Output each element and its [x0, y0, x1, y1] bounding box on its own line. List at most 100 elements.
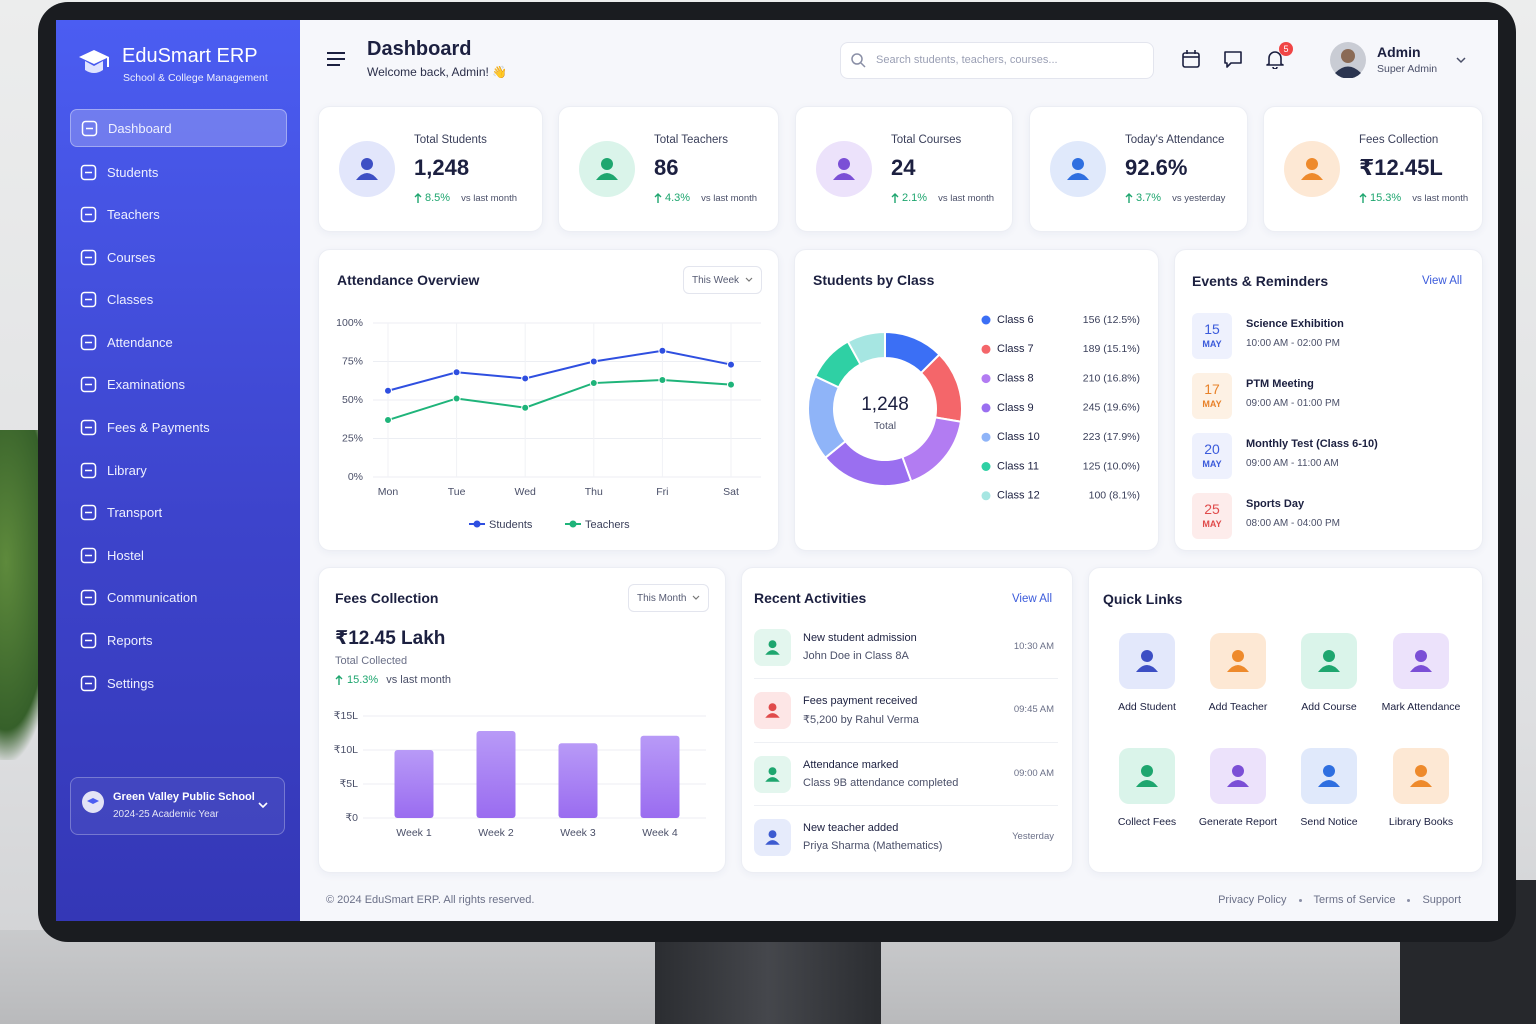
quick-link[interactable]: Add Course — [1284, 633, 1374, 723]
nav-label: Attendance — [107, 334, 173, 350]
nav-item[interactable]: Dashboard — [70, 109, 287, 147]
nav-icon — [81, 120, 98, 136]
filter-dropdown[interactable]: This Month — [628, 584, 710, 612]
nav-item[interactable]: Settings — [70, 664, 285, 702]
stat-change: 3.7% vs yesterday — [1125, 192, 1225, 204]
legend-dot — [981, 344, 991, 354]
icon-glyph — [361, 158, 373, 170]
date-badge: 25 MAY — [1192, 493, 1232, 539]
nav-icon — [80, 675, 97, 691]
divider — [754, 804, 1058, 806]
icon — [754, 755, 791, 793]
nav-icon — [80, 590, 97, 606]
nav-item[interactable]: Attendance — [70, 323, 285, 361]
stat-change: 15.3% vs last month — [1359, 192, 1468, 204]
data-point — [658, 346, 667, 355]
page-title: Dashboard — [367, 38, 472, 60]
nav-item[interactable]: Courses — [70, 238, 285, 276]
school-name: Green Valley Public School — [113, 791, 255, 803]
up-arrow — [335, 675, 343, 685]
messages-button[interactable] — [1223, 49, 1243, 69]
icon-glyph — [1301, 173, 1323, 180]
data-point — [384, 416, 392, 425]
filter-label: This Month — [637, 592, 687, 604]
data-point — [589, 379, 598, 388]
line-chart: 0% 25% 50% 75% 100% Mon Tue Wed Thu Fri Sat Student… — [336, 317, 761, 531]
event-time: 10:00 AM - 02:00 PM — [1246, 338, 1340, 349]
up-arrow — [654, 193, 662, 203]
avatar[interactable] — [1330, 42, 1366, 78]
fees-amount: ₹12.45 Lakh — [335, 628, 446, 649]
stat-label: Total Courses — [891, 134, 962, 146]
stat-change: 8.5% vs last month — [414, 192, 517, 204]
event-time: 09:00 AM - 11:00 AM — [1246, 458, 1339, 469]
search-box[interactable]: Search students, teachers, courses... — [840, 42, 1154, 79]
footer-link[interactable]: Support — [1422, 894, 1461, 906]
filter-dropdown[interactable]: This Week — [683, 266, 763, 294]
nav-label: Teachers — [107, 207, 160, 223]
stat-value: ₹12.45L — [1359, 155, 1443, 180]
nav-icon — [80, 334, 97, 351]
icon-glyph — [768, 766, 777, 775]
x-tick-label: Wed — [514, 486, 536, 498]
quick-link[interactable]: Send Notice — [1284, 748, 1374, 838]
nav-item[interactable]: Teachers — [70, 196, 285, 234]
up-arrow — [891, 193, 899, 203]
change-compare: vs last month — [461, 192, 518, 204]
user-menu-chevron[interactable] — [1455, 55, 1467, 65]
footer-link[interactable]: Terms of Service — [1313, 894, 1396, 906]
nav-icon — [80, 632, 97, 649]
nav-icon-shape — [80, 334, 97, 351]
icon — [339, 141, 395, 197]
user-name: Admin — [1377, 44, 1421, 60]
event-time: 09:00 AM - 01:00 PM — [1246, 398, 1340, 409]
quick-link[interactable]: Library Books — [1376, 748, 1466, 838]
quick-link[interactable]: Add Teacher — [1193, 633, 1283, 723]
x-tick-label: Week 2 — [478, 827, 514, 839]
icon-glyph — [1141, 650, 1153, 662]
notification-badge: 5 — [1279, 42, 1293, 56]
icon-glyph — [1072, 158, 1084, 170]
icon — [754, 692, 791, 730]
notifications-button[interactable] — [1265, 49, 1285, 69]
icon — [1301, 633, 1357, 689]
events-card: Events & Reminders View All 15 MAY Science… — [1174, 249, 1483, 551]
data-point — [521, 374, 530, 383]
footer-link[interactable]: Privacy Policy — [1218, 894, 1287, 906]
nav-item[interactable]: Library — [70, 451, 285, 489]
x-tick-label: Week 4 — [642, 827, 678, 839]
school-switcher[interactable]: Green Valley Public School 2024-25 Acade… — [70, 777, 285, 835]
view-all[interactable]: View All — [1421, 275, 1462, 287]
nav-item[interactable]: Communication — [70, 579, 285, 617]
date-badge: 15 MAY — [1192, 313, 1232, 359]
search-placeholder: Search students, teachers, courses... — [876, 54, 1058, 66]
icon — [816, 141, 872, 197]
icon — [1284, 141, 1340, 197]
date-day: 20 — [1204, 441, 1220, 457]
icon — [1119, 748, 1175, 804]
stat-value: 86 — [654, 155, 679, 180]
view-all[interactable]: View All — [1011, 593, 1052, 605]
icon-glyph — [601, 158, 613, 170]
nav-item[interactable]: Students — [70, 153, 285, 191]
x-tick-label: Thu — [585, 486, 603, 498]
nav-item[interactable]: Reports — [70, 622, 285, 660]
calendar-button[interactable] — [1181, 49, 1201, 69]
nav-item[interactable]: Classes — [70, 281, 285, 319]
quick-link[interactable]: Collect Fees — [1102, 748, 1192, 838]
change-value: 4.3% — [665, 192, 691, 204]
menu-button[interactable] — [326, 51, 346, 67]
nav-item[interactable]: Transport — [70, 494, 285, 532]
up-arrow-shape — [891, 193, 899, 203]
icon — [1050, 141, 1106, 197]
quick-link[interactable]: Generate Report — [1193, 748, 1283, 838]
nav-label: Settings — [107, 675, 154, 691]
nav-item[interactable]: Examinations — [70, 366, 285, 404]
quick-link[interactable]: Add Student — [1102, 633, 1192, 723]
nav-item[interactable]: Hostel — [70, 536, 285, 574]
nav-item[interactable]: Fees & Payments — [70, 409, 285, 447]
nav-label: Classes — [107, 292, 154, 308]
welcome: Welcome back, Admin! 👋 — [367, 65, 508, 79]
card-title: Attendance Overview — [337, 272, 480, 288]
quick-link[interactable]: Mark Attendance — [1376, 633, 1466, 723]
